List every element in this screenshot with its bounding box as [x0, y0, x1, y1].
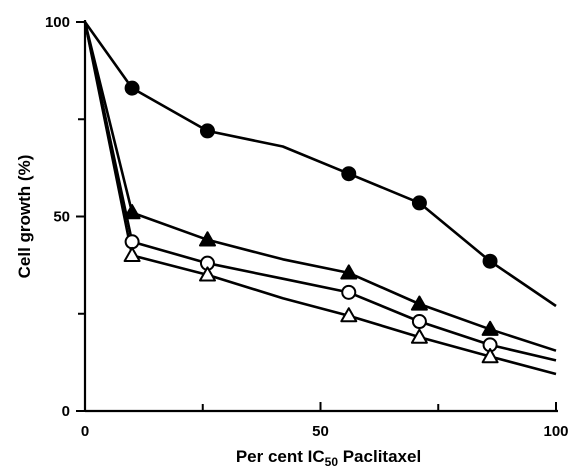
data-point-filled-circle	[411, 195, 427, 211]
data-point-open-triangle	[481, 348, 499, 364]
series-line-filled-triangle	[83, 21, 557, 352]
data-point-filled-circle	[482, 253, 498, 269]
data-point-filled-triangle	[340, 264, 358, 280]
data-point-filled-triangle	[199, 231, 216, 247]
x-tick-label: 0	[81, 423, 89, 440]
y-tick-label: 100	[45, 14, 70, 31]
series-markers	[123, 80, 499, 364]
y-tick-label: 50	[53, 209, 70, 226]
series-line-open-circle	[83, 21, 557, 362]
x-axis-title: Per cent IC50 Paclitaxel	[236, 447, 421, 468]
data-point-open-circle	[411, 314, 427, 330]
data-point-open-circle	[341, 284, 357, 300]
series-line-open-triangle	[83, 21, 557, 376]
data-point-filled-triangle	[123, 204, 141, 220]
data-point-filled-circle	[199, 123, 215, 139]
y-axis-title: Cell growth (%)	[15, 155, 34, 279]
data-point-filled-circle	[341, 166, 357, 182]
data-point-open-triangle	[410, 328, 428, 344]
data-point-filled-circle	[124, 80, 140, 96]
x-axis-title-suffix: Paclitaxel	[338, 447, 421, 466]
data-point-open-triangle	[123, 246, 141, 262]
data-point-filled-triangle	[481, 320, 499, 336]
x-axis-title-main: Per cent IC	[236, 447, 325, 466]
data-point-open-circle	[124, 234, 140, 250]
x-tick-label: 50	[312, 423, 329, 440]
data-point-open-triangle	[199, 266, 216, 282]
x-tick-label: 100	[543, 423, 568, 440]
series-line-filled-circle	[83, 21, 557, 308]
x-axis-title-subscript: 50	[325, 455, 339, 468]
data-point-filled-triangle	[410, 295, 428, 311]
data-point-open-triangle	[340, 307, 358, 323]
series-lines	[83, 21, 557, 376]
ticks: 0 50 100 0 50 100	[45, 14, 569, 440]
y-tick-label: 0	[62, 403, 70, 420]
